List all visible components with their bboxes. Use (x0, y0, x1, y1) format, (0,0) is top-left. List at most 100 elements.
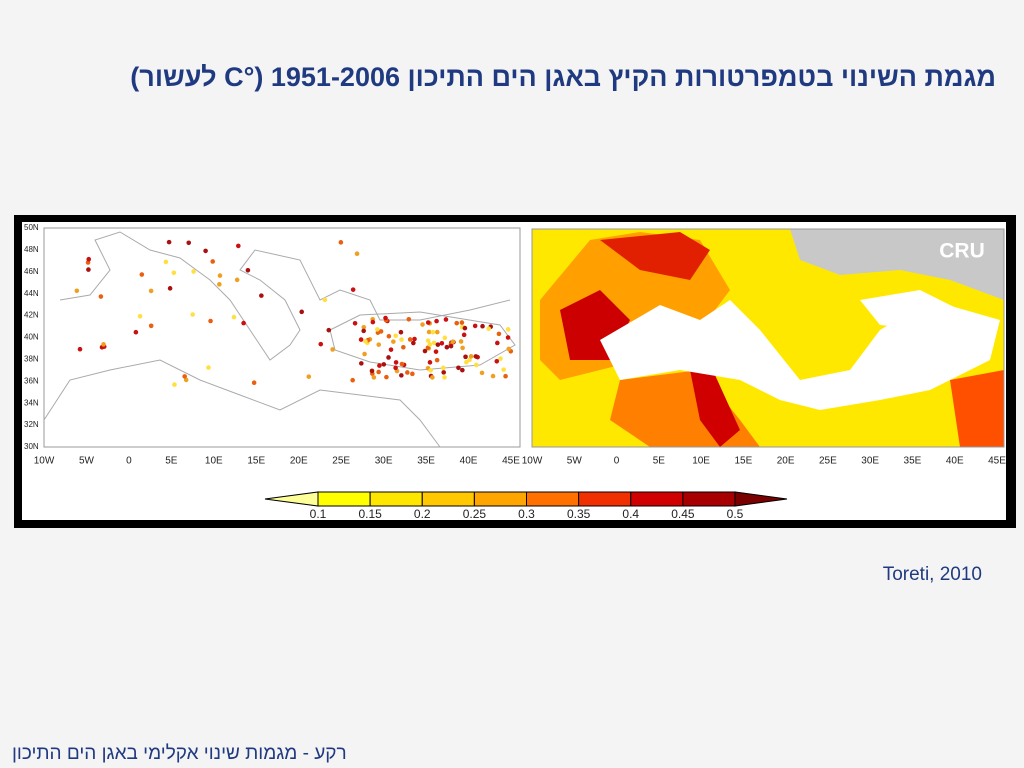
station-dot (430, 375, 435, 380)
colorbar-label: 0.15 (358, 507, 382, 521)
colorbar-label: 0.45 (671, 507, 695, 521)
station-dot (133, 329, 139, 335)
station-dot (388, 347, 394, 352)
station-dot (354, 251, 360, 257)
colorbar-segment (369, 491, 423, 507)
station-dot (448, 343, 454, 349)
lon-label: 35E (417, 456, 435, 467)
station-dot (433, 349, 439, 354)
colorbar-label: 0.25 (463, 507, 487, 521)
lon-label: 10W (34, 456, 55, 467)
lon-label: 20E (290, 456, 308, 467)
station-dot (148, 323, 154, 329)
footer: רקע - מגמות שינוי אקלימי באגן הים התיכון (12, 743, 347, 764)
colorbar-segment (473, 491, 527, 507)
station-dot (330, 347, 335, 352)
station-dot (434, 329, 440, 335)
station-dot (442, 375, 447, 380)
lon-label: 40E (946, 456, 964, 467)
station-dot (231, 314, 237, 320)
station-dot (393, 333, 398, 339)
station-dot (420, 322, 425, 327)
lat-label: 34N (24, 398, 39, 407)
trend-field (540, 229, 1004, 447)
station-dot (182, 374, 187, 379)
colorbar-segment (526, 491, 580, 507)
station-dot (359, 361, 364, 366)
station-dot (434, 357, 440, 363)
right-map-border (531, 228, 1005, 448)
station-dot (350, 377, 355, 383)
station-dot (86, 256, 92, 262)
station-dot (480, 323, 485, 329)
colorbar-label: 0.4 (622, 507, 639, 521)
colorbar-label: 0.2 (414, 507, 431, 521)
station-dot (393, 365, 398, 371)
station-dot (399, 373, 404, 378)
station-dot (241, 320, 246, 326)
lat-label: 48N (24, 245, 39, 254)
station-dot (183, 377, 189, 383)
station-dot (472, 323, 478, 329)
lon-label: 40E (460, 456, 478, 467)
colorbar-label: 0.3 (518, 507, 535, 521)
lon-label: 30E (375, 456, 393, 467)
station-dot (383, 315, 388, 321)
colorbar-segment (630, 491, 684, 507)
station-dot (259, 293, 264, 298)
lon-label: 45E (502, 456, 520, 467)
lat-label: 40N (24, 333, 39, 342)
station-dot (361, 328, 366, 334)
station-dot (245, 268, 251, 273)
station-dot (426, 329, 432, 335)
station-dot (251, 380, 257, 386)
station-dot (326, 327, 332, 333)
station-dot (377, 363, 382, 368)
station-dot (439, 340, 445, 346)
lon-label: 10W (522, 456, 543, 467)
station-dot (371, 375, 377, 380)
station-dot (428, 368, 434, 373)
station-dot (494, 359, 500, 364)
station-dot (459, 320, 465, 325)
station-dot (442, 335, 448, 341)
lon-label: 10E (205, 456, 223, 467)
station-dot (306, 374, 312, 379)
station-dot (454, 320, 460, 326)
station-dot (440, 365, 446, 371)
station-dot (381, 362, 387, 367)
lat-label: 46N (24, 267, 39, 276)
station-dot (358, 337, 364, 342)
station-dot (503, 373, 508, 379)
station-dot (462, 325, 468, 331)
station-dot (456, 365, 461, 371)
station-dot (425, 320, 431, 325)
station-dot (172, 382, 177, 387)
station-dot (464, 359, 469, 365)
station-dot (467, 357, 472, 363)
dataset-label: CRU (939, 240, 985, 263)
lon-label: 25E (819, 456, 837, 467)
lon-label: 5E (165, 456, 178, 467)
station-dot (460, 367, 465, 373)
station-dot (479, 370, 485, 376)
station-dot (505, 335, 511, 340)
station-dot (393, 360, 399, 365)
station-dot (425, 345, 431, 351)
station-dot (236, 243, 241, 249)
station-dot (139, 272, 145, 277)
station-dot (405, 370, 410, 375)
station-dot (369, 368, 375, 374)
lon-label: 5W (567, 456, 583, 467)
colorbar-segment (317, 491, 371, 507)
station-dot (398, 329, 404, 335)
stations (74, 239, 514, 387)
station-dot (461, 332, 467, 338)
station-dot (208, 318, 213, 324)
citation: Toreti, 2010 (882, 564, 982, 585)
station-dot (378, 329, 384, 334)
station-dot (399, 337, 404, 342)
lon-label: 15E (734, 456, 752, 467)
